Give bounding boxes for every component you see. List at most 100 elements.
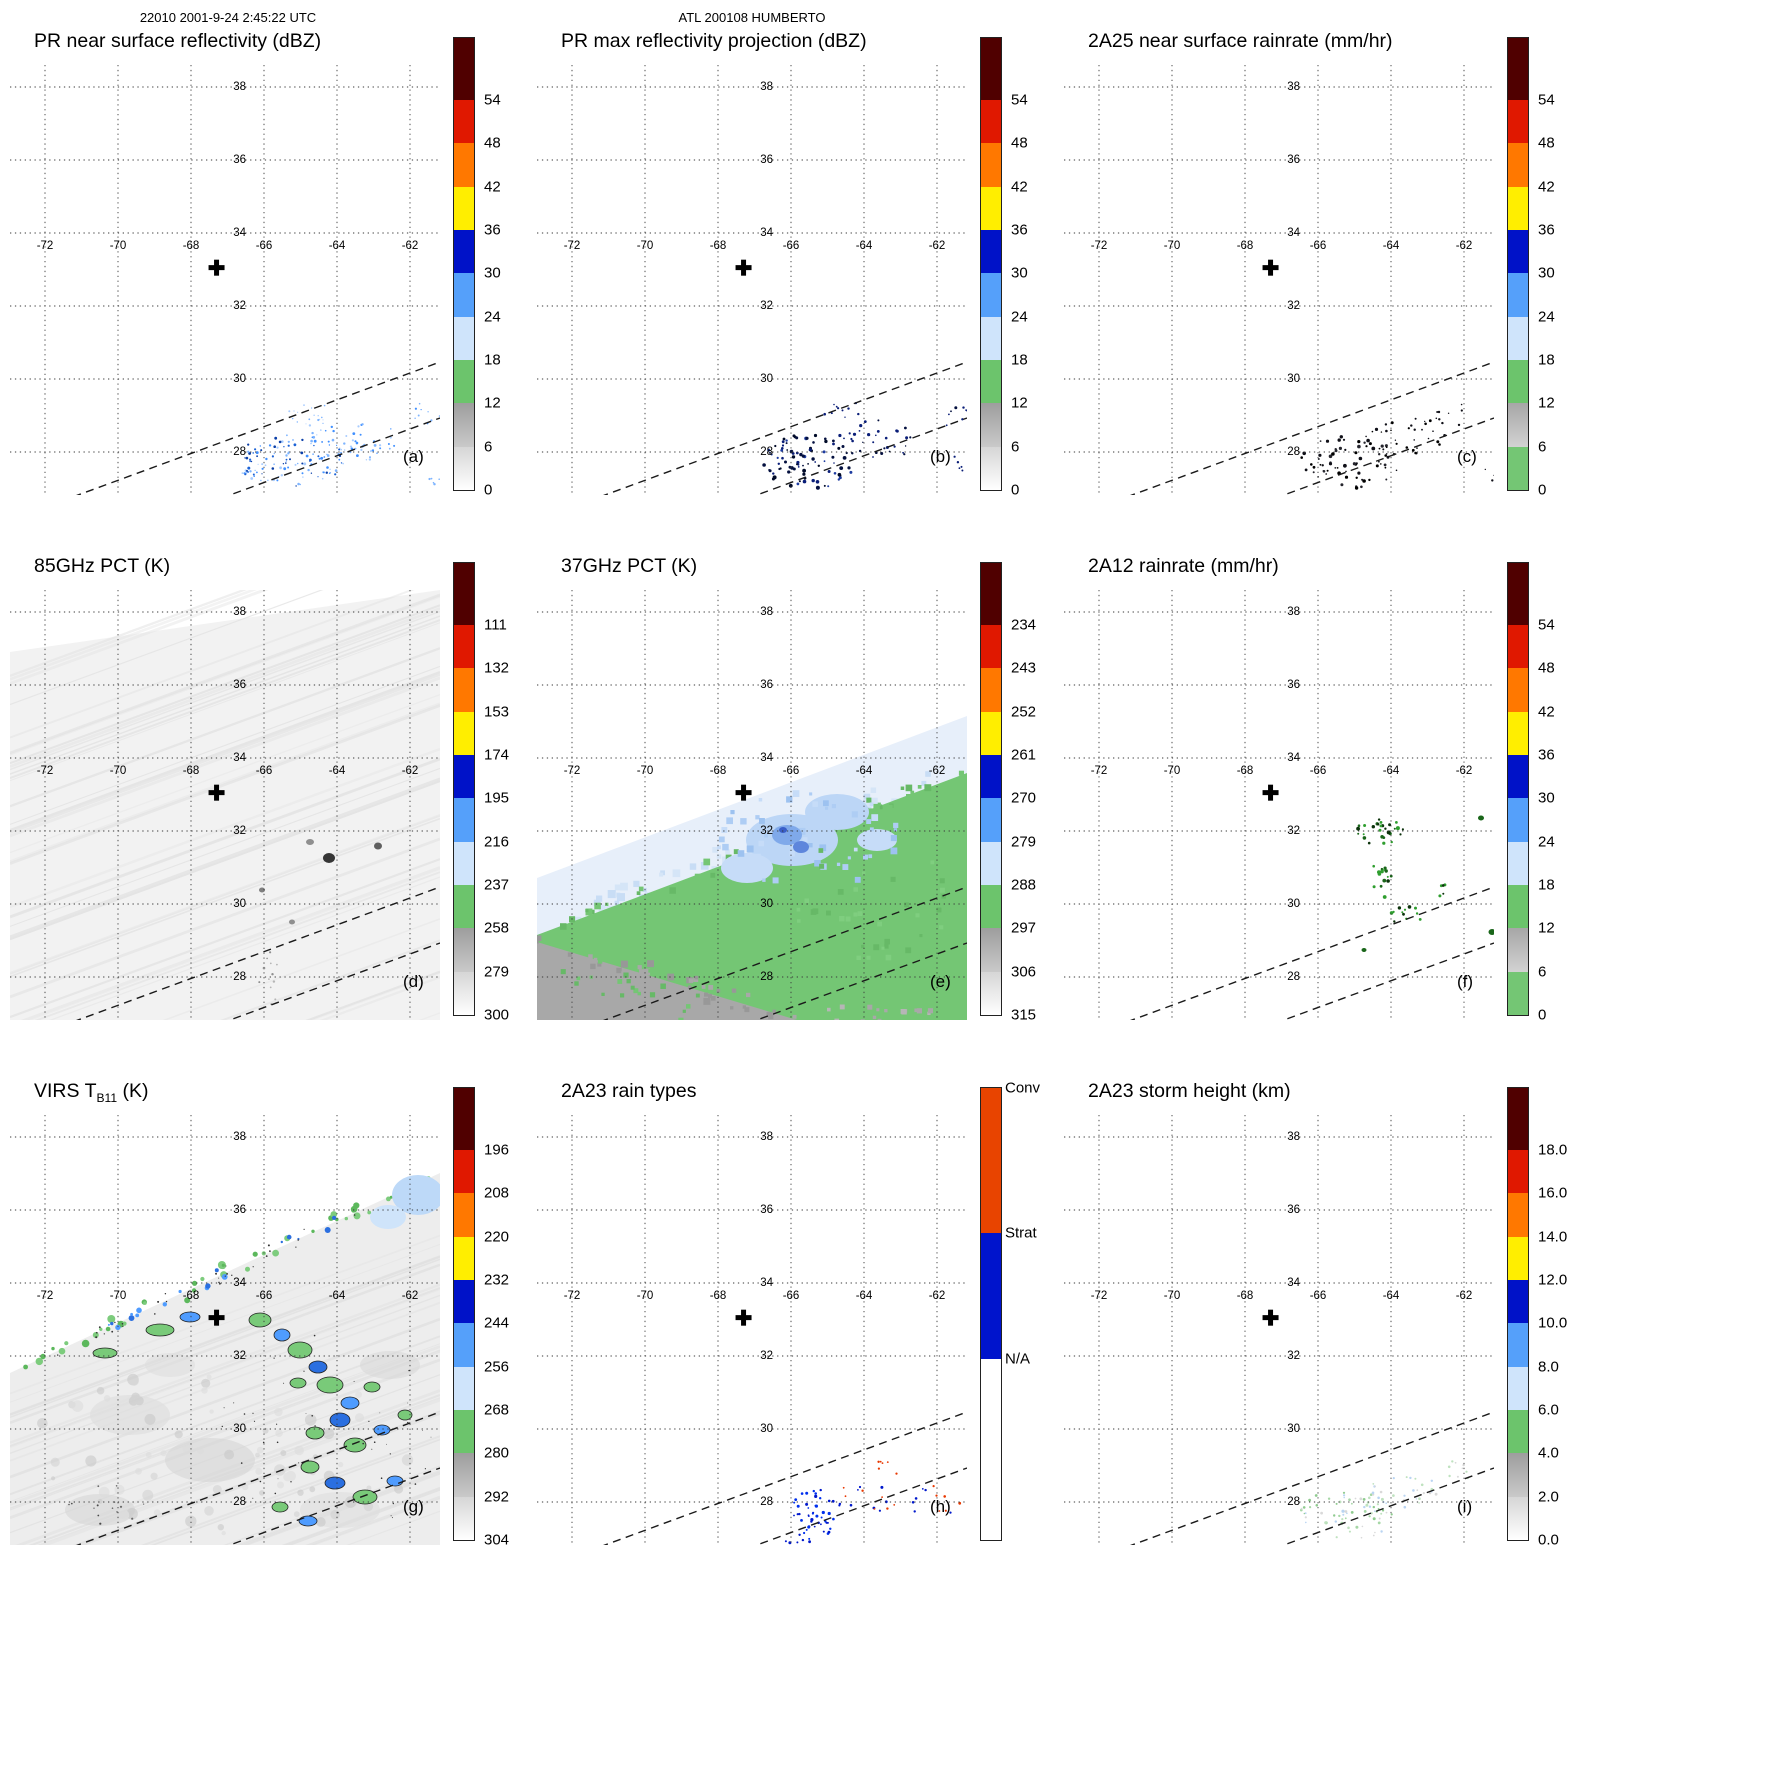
swath-edge-line bbox=[76, 886, 440, 1020]
storm-name-header: ATL 200108 HUMBERTO bbox=[678, 10, 826, 25]
lon-label: -72 bbox=[1091, 240, 1108, 252]
storm-center-cross-icon bbox=[208, 784, 225, 801]
data-blob bbox=[386, 1475, 404, 1487]
colorbar-b: 54 48 42 36 30 24 18 12 6 0 bbox=[980, 37, 1063, 499]
colorbar-segment bbox=[1508, 928, 1528, 972]
speckle-cluster bbox=[1300, 1491, 1393, 1539]
colorbar-tick: 30 bbox=[484, 264, 501, 282]
speckle-cluster bbox=[793, 1488, 835, 1540]
data-blob bbox=[145, 1323, 175, 1337]
graticule bbox=[10, 65, 440, 495]
colorbar-tick: 132 bbox=[484, 659, 510, 677]
lat-label: 38 bbox=[760, 606, 773, 618]
colorbar-d: 111 132 153 174 195 216 237 258 279 300 bbox=[453, 562, 536, 1024]
colorbar-i: 18.0 16.0 14.0 12.0 10.0 8.0 6.0 4.0 2.0 0.0 bbox=[1507, 1087, 1590, 1549]
colorbar-bar bbox=[1507, 562, 1529, 1016]
lon-label: -64 bbox=[1383, 765, 1400, 777]
lon-label: -62 bbox=[402, 765, 419, 777]
colorbar-segment bbox=[1508, 229, 1528, 274]
lon-label: -66 bbox=[783, 765, 800, 777]
orbit-timestamp-header: 22010 2001-9-24 2:45:22 UTC bbox=[139, 10, 317, 25]
colorbar-tick: 42 bbox=[1538, 703, 1555, 721]
data-blob bbox=[316, 1376, 344, 1394]
map-i: -72 -70 -68 -66 -64 -62 38 36 34 32 30 28 (i) bbox=[1064, 1115, 1494, 1545]
colorbar-segment bbox=[981, 359, 1001, 404]
lat-label: 32 bbox=[760, 300, 773, 312]
colorbar-tick: 24 bbox=[484, 308, 501, 326]
lon-label: -68 bbox=[1237, 240, 1254, 252]
panel-letter: (h) bbox=[930, 1497, 951, 1516]
colorbar-tick: 16.0 bbox=[1538, 1184, 1568, 1202]
colorbar-c: 54 48 42 36 30 24 18 12 6 0 bbox=[1507, 37, 1590, 499]
panel-letter: (i) bbox=[1457, 1497, 1472, 1516]
lon-label: -66 bbox=[783, 240, 800, 252]
map-content: -72 -70 -68 -66 -64 -62 38 36 34 32 30 28 (f) bbox=[1064, 590, 1494, 1020]
lat-label: 30 bbox=[760, 373, 773, 385]
colorbar-tick: 0 bbox=[484, 481, 493, 499]
lat-label: 30 bbox=[760, 898, 773, 910]
data-blob bbox=[373, 1424, 391, 1436]
lat-label: 32 bbox=[1287, 825, 1300, 837]
speckle-cluster bbox=[838, 1485, 896, 1512]
colorbar-tick: 153 bbox=[484, 703, 510, 721]
lon-label: -72 bbox=[37, 240, 54, 252]
colorbar-tick: 304 bbox=[484, 1531, 510, 1549]
swath-edge-line bbox=[76, 361, 440, 495]
lon-label: -66 bbox=[1310, 765, 1327, 777]
lat-label: 38 bbox=[233, 1131, 246, 1143]
colorbar-tick: 195 bbox=[484, 789, 510, 807]
lon-label: -68 bbox=[710, 765, 727, 777]
lon-label: -70 bbox=[1164, 1290, 1181, 1302]
data-blob bbox=[145, 1353, 195, 1377]
colorbar-segment bbox=[1508, 884, 1528, 929]
lat-label: 30 bbox=[233, 373, 246, 385]
lon-label: -66 bbox=[256, 765, 273, 777]
colorbar-tick: 12 bbox=[484, 394, 501, 412]
lon-label: -64 bbox=[856, 765, 873, 777]
speckle-cluster bbox=[428, 477, 440, 486]
data-blob bbox=[370, 1205, 406, 1229]
colorbar-segment bbox=[1508, 563, 1528, 625]
colorbar-segment bbox=[981, 229, 1001, 274]
colorbar-segment bbox=[454, 403, 474, 447]
colorbar-tick: 252 bbox=[1011, 703, 1037, 721]
colorbar-segment bbox=[454, 100, 474, 144]
colorbar-segment bbox=[981, 1359, 1001, 1540]
lat-label: 32 bbox=[1287, 1350, 1300, 1362]
colorbar-segment bbox=[981, 186, 1001, 230]
graticule bbox=[1064, 65, 1494, 495]
storm-center-cross-icon bbox=[1262, 784, 1279, 801]
data-blob bbox=[343, 1437, 367, 1453]
colorbar-segment bbox=[454, 754, 474, 799]
lat-label: 32 bbox=[233, 300, 246, 312]
data-blob bbox=[300, 1460, 320, 1474]
colorbar-segment bbox=[454, 798, 474, 842]
lon-label: -64 bbox=[329, 1290, 346, 1302]
colorbar-segment bbox=[981, 316, 1001, 360]
graticule bbox=[10, 590, 440, 1020]
colorbar-segment bbox=[1508, 316, 1528, 360]
swath-edge-line bbox=[1281, 417, 1494, 495]
map-a: -72 -70 -68 -66 -64 -62 38 36 34 32 30 28 (a) bbox=[10, 65, 440, 495]
data-blob bbox=[248, 1312, 272, 1328]
data-blob bbox=[324, 1476, 346, 1490]
colorbar-tick: 30 bbox=[1538, 264, 1555, 282]
colorbar-segment bbox=[454, 446, 474, 490]
lon-label: -70 bbox=[110, 1290, 127, 1302]
colorbar-tick: 292 bbox=[484, 1488, 510, 1506]
map-g: -72 -70 -68 -66 -64 -62 38 36 34 32 30 28 (g) bbox=[10, 1115, 440, 1545]
texture-streaks bbox=[10, 590, 440, 1020]
data-blob bbox=[397, 1409, 413, 1421]
lat-label: 36 bbox=[233, 154, 246, 166]
colorbar-tick: 36 bbox=[484, 221, 501, 239]
lat-label: 38 bbox=[1287, 606, 1300, 618]
colorbar-segment bbox=[454, 1323, 474, 1367]
lat-label: 32 bbox=[233, 1350, 246, 1362]
lat-label: 36 bbox=[760, 1204, 773, 1216]
lat-label: 28 bbox=[233, 971, 246, 983]
lon-label: -64 bbox=[856, 240, 873, 252]
colorbar-tick: 24 bbox=[1011, 308, 1028, 326]
lon-label: -64 bbox=[329, 240, 346, 252]
map-h: -72 -70 -68 -66 -64 -62 38 36 34 32 30 28 (h) bbox=[537, 1115, 967, 1545]
panel-c: 2A25 near surface rainrate (mm/hr) -72 -70… bbox=[1062, 30, 1589, 550]
